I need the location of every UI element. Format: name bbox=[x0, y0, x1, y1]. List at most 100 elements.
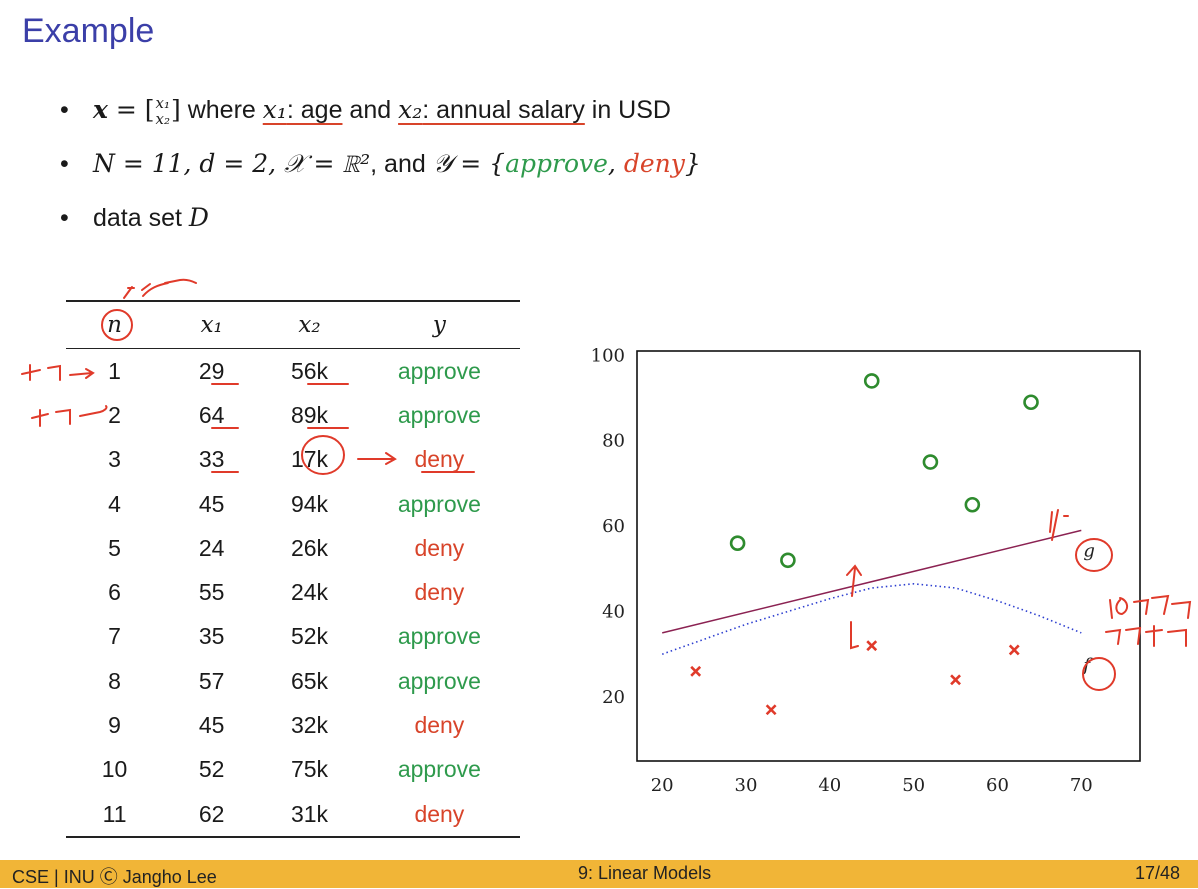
hypothesis-lines: gf bbox=[661, 529, 1095, 676]
cell-x1: 52 bbox=[198, 756, 225, 783]
header-x1: x₁ bbox=[163, 300, 261, 349]
point-deny bbox=[866, 640, 878, 652]
cell-x2: 65k bbox=[290, 667, 329, 694]
point-approve bbox=[922, 454, 939, 470]
bullet-problem-setup: • N = 11, d = 2, 𝒳 = ℝ², and 𝒴 = {approv… bbox=[60, 144, 960, 198]
cell-x1: 33 bbox=[198, 446, 225, 473]
cell-n: 7 bbox=[108, 623, 121, 650]
cell-n: 8 bbox=[108, 667, 121, 694]
column-vector: x₁ x₂ bbox=[156, 95, 170, 127]
cell-x2: 89k bbox=[290, 401, 329, 428]
y-tick-label: 60 bbox=[602, 516, 625, 537]
dataset-text: data set bbox=[93, 204, 189, 232]
cell-y: approve bbox=[397, 667, 481, 694]
cell-y: deny bbox=[358, 791, 520, 839]
y-tick-label: 40 bbox=[602, 602, 625, 623]
cell-x2: 31k bbox=[260, 791, 359, 839]
cell-n: 11 bbox=[66, 791, 164, 839]
set-close: } bbox=[684, 149, 701, 178]
and-text: and bbox=[342, 96, 399, 124]
deny-label: deny bbox=[623, 149, 685, 178]
x-tick-label: 50 bbox=[902, 775, 925, 796]
cell-n: 6 bbox=[108, 579, 121, 606]
cell-y: approve bbox=[397, 623, 481, 650]
data-points bbox=[690, 373, 1039, 716]
cell-x1: 62 bbox=[163, 791, 261, 839]
cell-x2: 32k bbox=[290, 712, 329, 739]
cell-n: 10 bbox=[101, 756, 128, 783]
cell-y: approve bbox=[397, 490, 481, 517]
dataset-symbol: D bbox=[188, 203, 209, 232]
salary-label: : annual salary bbox=[422, 96, 585, 124]
cell-y: approve bbox=[397, 357, 481, 384]
vector-entry-x2: x₂ bbox=[155, 110, 170, 129]
bullet-text: data set D bbox=[93, 198, 209, 238]
point-approve bbox=[729, 535, 746, 551]
age-label: : age bbox=[286, 96, 343, 124]
cell-y: deny bbox=[414, 534, 465, 561]
plot-frame bbox=[636, 350, 1141, 762]
bracket-close: ] bbox=[171, 95, 181, 124]
salary-variable: x₂ bbox=[398, 95, 423, 124]
table-row: 2 64 89k approve bbox=[66, 393, 520, 437]
point-approve bbox=[964, 496, 981, 513]
cell-n: 4 bbox=[108, 490, 121, 517]
cell-x1: 57 bbox=[198, 667, 225, 694]
bullet-dot: • bbox=[60, 96, 69, 124]
cell-x1: 55 bbox=[198, 579, 225, 606]
output-set: 𝒴 = { bbox=[432, 149, 506, 178]
cell-n: 1 bbox=[108, 357, 121, 384]
cell-x1: 64 bbox=[198, 401, 225, 428]
cell-x1: 45 bbox=[198, 712, 225, 739]
index-scribble bbox=[141, 278, 197, 297]
and-text: , and bbox=[370, 150, 433, 178]
vector-x: x bbox=[93, 95, 108, 124]
index-arrow bbox=[123, 286, 135, 299]
cell-x1: 24 bbox=[198, 534, 225, 561]
table-row: 1 29 56k approve bbox=[66, 349, 520, 394]
y-tick-label: 100 bbox=[591, 345, 625, 366]
bullet-text: N = 11, d = 2, 𝒳 = ℝ², and 𝒴 = {approve,… bbox=[93, 144, 701, 184]
footer-page-number: 17/48 bbox=[1134, 863, 1180, 883]
x-tick-label: 20 bbox=[651, 775, 674, 796]
table-row: 10 52 75k approve bbox=[66, 748, 520, 792]
axis-ticks: 20 30 40 50 60 70 20 40 60 80 100 bbox=[591, 345, 1093, 796]
cell-y: deny bbox=[414, 446, 465, 473]
bracket-open: [ bbox=[144, 95, 155, 124]
x-tick-label: 60 bbox=[986, 775, 1009, 796]
table-row: 11 62 31k deny bbox=[66, 791, 520, 839]
point-approve bbox=[780, 552, 796, 569]
point-deny bbox=[1008, 644, 1020, 656]
cell-y: deny bbox=[414, 712, 465, 739]
table-row: 8 57 65k approve bbox=[66, 659, 520, 703]
where-text: where bbox=[180, 96, 263, 124]
table-row: 7 35 52k approve bbox=[66, 615, 520, 659]
cell-n: 5 bbox=[108, 534, 121, 561]
set-comma: , bbox=[607, 149, 624, 178]
bullet-dataset: • data set D bbox=[60, 198, 960, 252]
hypothesis-line-g bbox=[662, 529, 1082, 634]
salary-unit: in USD bbox=[584, 96, 671, 124]
point-deny bbox=[950, 674, 961, 686]
bullet-feature-vector: • x = [x₁ x₂] where x₁: age and x₂: annua… bbox=[60, 90, 960, 144]
cell-x1: 35 bbox=[198, 623, 225, 650]
table-row: 9 45 32k deny bbox=[66, 703, 520, 747]
point-deny bbox=[765, 704, 777, 716]
bullet-list: • x = [x₁ x₂] where x₁: age and x₂: annua… bbox=[60, 90, 960, 252]
cell-y: approve bbox=[397, 756, 481, 783]
header-y: y bbox=[358, 300, 520, 349]
point-deny bbox=[690, 665, 702, 677]
footer-chapter: 9: Linear Models bbox=[578, 863, 712, 883]
cell-x2: 94k bbox=[290, 490, 329, 517]
cell-x2: 17k bbox=[290, 446, 329, 473]
x-tick-label: 40 bbox=[818, 775, 841, 796]
cell-x2: 75k bbox=[290, 756, 329, 783]
x-tick-label: 30 bbox=[735, 775, 758, 796]
cell-x2: 24k bbox=[290, 579, 329, 606]
table-header-row: n x₁ x₂ y bbox=[66, 300, 520, 349]
table-row: 4 45 94k approve bbox=[66, 482, 520, 526]
slide-footer: CSE | INU Ⓒ Jangho Lee 9: Linear Models … bbox=[0, 860, 1198, 888]
setup-math: N = 11, d = 2, 𝒳 = ℝ² bbox=[93, 149, 371, 178]
cell-x1: 45 bbox=[198, 490, 225, 517]
